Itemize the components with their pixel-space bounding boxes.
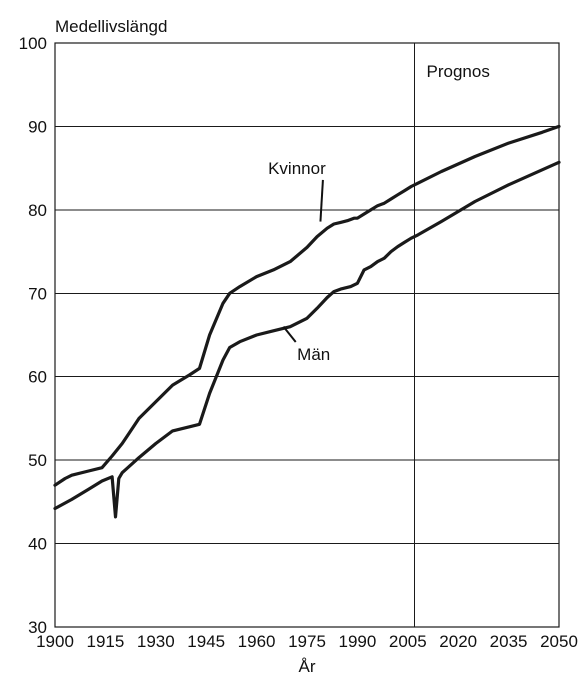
- x-tick-labels: 1900 1915 1930 1945 1960 1975 1990 2005 2020 2035…: [36, 632, 578, 651]
- y-tick-label: 30: [28, 618, 47, 637]
- x-tick-label: 1915: [86, 632, 124, 651]
- series-annotation: Kvinnor: [268, 159, 326, 178]
- x-tick-label: 1990: [338, 632, 376, 651]
- x-tick-label: 1945: [187, 632, 225, 651]
- x-tick-label: 1900: [36, 632, 74, 651]
- y-axis-label: Medellivslängd: [55, 17, 167, 36]
- annotation-leader-line: [282, 326, 297, 343]
- y-tick-label: 50: [28, 451, 47, 470]
- y-tick-label: 70: [28, 284, 47, 303]
- y-tick-label: 90: [28, 117, 47, 136]
- series-annotation: Män: [297, 345, 330, 364]
- series-line-man: [53, 160, 561, 519]
- series-line-kvinnor: [53, 124, 561, 487]
- x-tick-label: 2035: [490, 632, 528, 651]
- forecast-marker: Prognos: [414, 43, 490, 627]
- x-tick-label: 1930: [137, 632, 175, 651]
- y-tick-label: 100: [19, 34, 47, 53]
- grid: [55, 125, 559, 545]
- x-tick-label: 1960: [238, 632, 276, 651]
- series-group: [53, 124, 561, 519]
- plot-frame: [54, 42, 560, 628]
- annotation-leader-line: [319, 179, 324, 222]
- x-tick-label: 2020: [439, 632, 477, 651]
- y-tick-label: 80: [28, 201, 47, 220]
- annotations: Kvinnor Män: [268, 159, 330, 364]
- x-tick-label: 1975: [288, 632, 326, 651]
- forecast-label: Prognos: [427, 62, 490, 81]
- y-tick-labels: 30 40 50 60 70 80 90 100: [19, 34, 47, 637]
- y-tick-label: 60: [28, 368, 47, 387]
- x-tick-label: 2005: [389, 632, 427, 651]
- x-tick-label: 2050: [540, 632, 578, 651]
- y-tick-label: 40: [28, 535, 47, 554]
- x-axis-label: År: [299, 657, 316, 676]
